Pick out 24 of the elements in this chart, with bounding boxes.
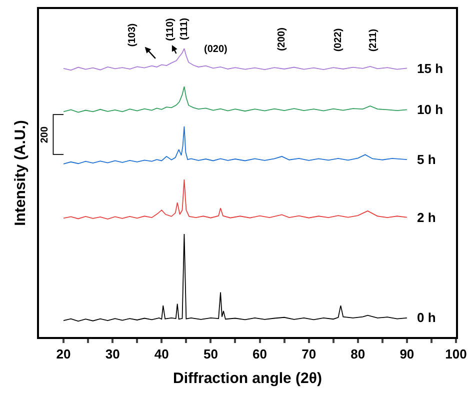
x-tick-label: 40	[154, 346, 169, 362]
x-axis-title: Diffraction angle (2θ)	[173, 370, 322, 387]
x-tick-label: 60	[252, 346, 267, 362]
text: (111)	[179, 18, 190, 40]
x-tick-label: 80	[350, 346, 366, 362]
text: (103)	[126, 23, 138, 47]
annotation: (022)	[332, 28, 344, 52]
x-tick-label: 20	[56, 346, 71, 362]
annotation: (020)	[204, 44, 228, 55]
x-tick-label: 70	[302, 346, 316, 362]
annotation: 200	[40, 126, 51, 144]
annotation: (200)	[276, 28, 288, 51]
text: (110)	[164, 18, 176, 41]
x-tick-label: 30	[105, 346, 120, 362]
series-label: 0 h	[417, 310, 436, 325]
series-label: 15 h	[417, 61, 444, 76]
series-label: 5 h	[417, 152, 436, 167]
y-axis-title: Intensity (A.U.)	[12, 120, 29, 226]
series-label: 2 h	[417, 210, 436, 225]
x-tick-label: 90	[400, 346, 414, 362]
series-label: 10 h	[417, 102, 444, 117]
x-tick-label: 50	[203, 346, 218, 362]
x-tick-label: 100	[445, 346, 467, 362]
annotation: (211)	[368, 28, 380, 52]
